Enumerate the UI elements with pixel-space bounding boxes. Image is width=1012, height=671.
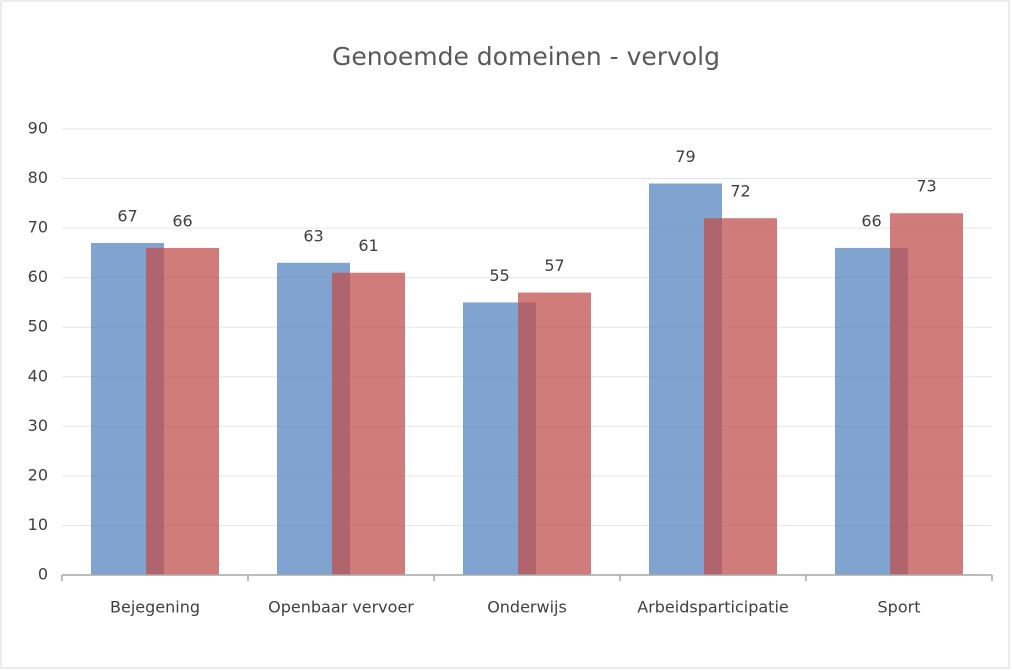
y-tick-label: 60	[28, 267, 48, 286]
y-tick-label: 70	[28, 218, 48, 237]
bar	[332, 272, 405, 575]
data-label: 57	[544, 256, 564, 275]
data-label: 61	[358, 236, 378, 255]
bar	[704, 218, 777, 575]
bar	[146, 247, 219, 575]
x-tick-label: Sport	[878, 598, 921, 617]
y-tick-label: 50	[28, 317, 48, 336]
y-tick-label: 0	[38, 565, 48, 584]
data-label: 55	[489, 266, 509, 285]
x-tick-label: Onderwijs	[487, 598, 567, 617]
data-label: 79	[675, 147, 695, 166]
data-label: 67	[117, 206, 137, 225]
y-tick-label: 20	[28, 465, 48, 484]
x-tick-label: Bejegening	[110, 598, 200, 617]
y-tick-label: 80	[28, 168, 48, 187]
data-label: 73	[916, 177, 936, 196]
data-label: 63	[303, 226, 323, 245]
x-tick-label: Openbaar vervoer	[268, 598, 414, 617]
data-label: 66	[861, 211, 881, 230]
chart-title: Genoemde domeinen - vervolg	[332, 42, 720, 71]
y-tick-label: 10	[28, 515, 48, 534]
y-tick-label: 90	[28, 119, 48, 138]
y-tick-label: 30	[28, 416, 48, 435]
x-tick-label: Arbeidsparticipatie	[637, 598, 788, 617]
data-label: 72	[730, 182, 750, 201]
bar	[890, 213, 963, 575]
bar	[518, 292, 591, 575]
y-tick-label: 40	[28, 366, 48, 385]
data-label: 66	[172, 211, 192, 230]
